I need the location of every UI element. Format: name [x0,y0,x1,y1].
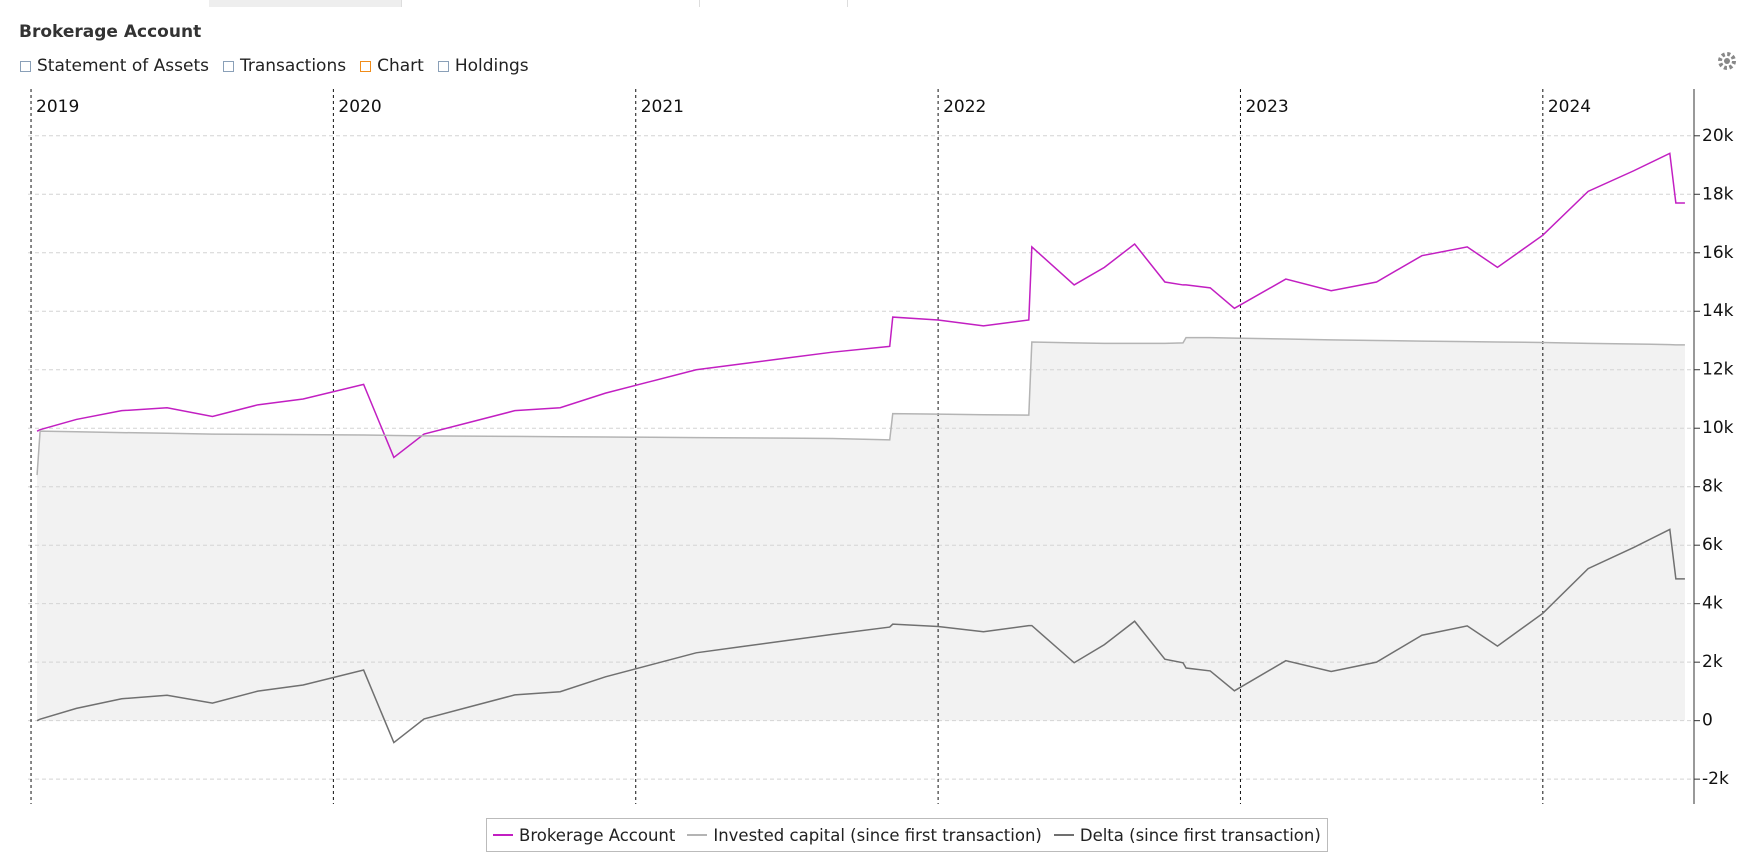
legend-swatch [493,834,513,836]
top-tab[interactable] [699,0,848,7]
y-tick-label: 4k [1702,594,1723,614]
tab-bar: Statement of Assets Transactions Chart Hold… [20,56,529,76]
series-line [36,336,1685,476]
legend-label: Brokerage Account [519,825,676,845]
x-tick-label: 2019 [36,97,79,117]
y-tick-label: -2k [1702,769,1729,789]
y-tick-label: 18k [1702,184,1734,204]
top-tab[interactable] [209,0,402,7]
legend-item[interactable]: Invested capital (since first transactio… [687,826,1042,845]
settings-icon[interactable] [1718,52,1736,70]
tab-checkbox [437,60,449,72]
y-tick-label: 6k [1702,535,1723,555]
tab-checkbox [360,60,372,72]
tab-label: Statement of Assets [37,56,209,76]
legend-label: Delta (since first transaction) [1079,825,1321,845]
legend-item[interactable]: Brokerage Account [493,826,675,845]
legend: Brokerage Account Invested capital (since… [486,818,1328,852]
legend-swatch [1053,834,1074,836]
x-tick-label: 2021 [641,97,684,117]
x-tick-label: 2024 [1548,97,1591,117]
y-tick-label: 10k [1702,418,1734,438]
tab[interactable]: Chart [360,56,424,76]
series-line [36,152,1685,459]
area [37,337,1685,721]
title: Brokerage Account [19,22,202,42]
tab[interactable]: Transactions [222,56,347,76]
legend-swatch [687,834,708,836]
y-tick-label: 16k [1702,243,1734,263]
x-tick-label: 2022 [943,97,986,117]
tab[interactable]: Holdings [437,56,529,76]
tab-checkbox [20,60,31,72]
legend-item[interactable]: Delta (since first transaction) [1053,825,1321,845]
tab-label: Holdings [454,56,529,76]
tab-checkbox [222,60,234,72]
tab[interactable]: Statement of Assets [20,56,209,76]
y-tick-label: 12k [1702,360,1734,380]
x-tick-label: 2020 [338,97,381,117]
legend-label: Invested capital (since first transactio… [713,825,1042,845]
y-tick-label: 20k [1702,126,1734,146]
y-tick-label: 0 [1702,711,1713,731]
series-line [36,528,1685,744]
y-tick-label: 14k [1702,301,1734,321]
x-tick-label: 2023 [1245,97,1288,117]
y-tick-label: 2k [1702,652,1723,672]
tab-label: Transactions [239,56,347,76]
y-tick-label: 8k [1702,477,1723,497]
tab-label: Chart [377,56,424,76]
